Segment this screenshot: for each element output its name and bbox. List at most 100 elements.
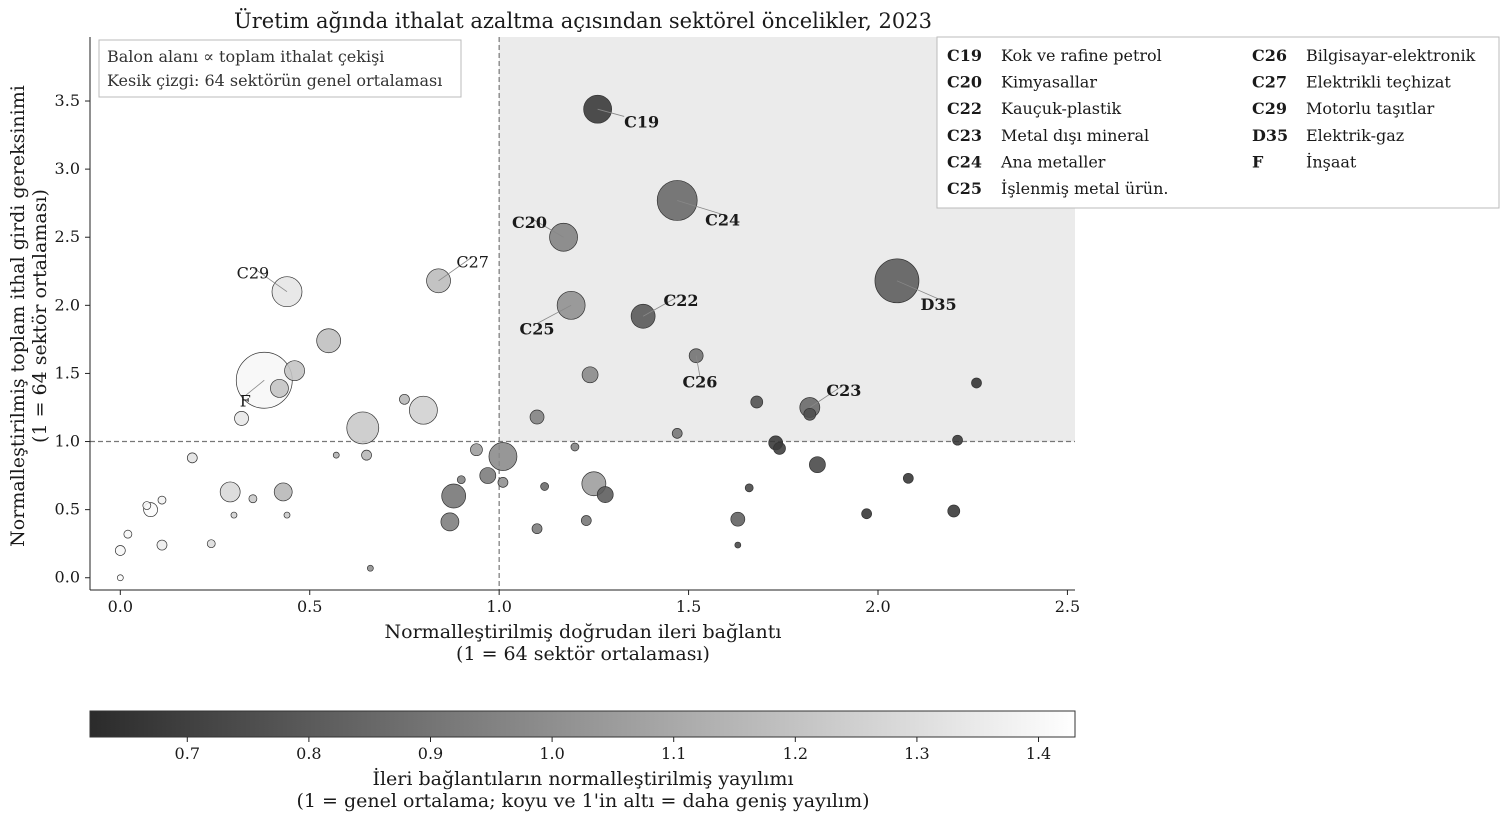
bubble [399, 393, 410, 405]
callout-label-d35: D35 [921, 295, 957, 314]
callout-label-c26: C26 [682, 373, 717, 392]
legend-code-c22: C22 [947, 99, 982, 118]
colorbar-gradient [89, 710, 1076, 738]
bubble [248, 494, 258, 504]
notes-box: Balon alanı ∝ toplam ithalat çekişi Kesi… [98, 39, 462, 98]
colorbar-tick-label: 0.8 [296, 744, 321, 763]
bubble [803, 407, 817, 421]
callout-label-c24: C24 [705, 211, 740, 230]
bubble [441, 483, 467, 509]
bubble [123, 529, 133, 539]
reference-lines [90, 37, 1075, 590]
callout-line-c19 [597, 108, 625, 117]
bubble [470, 443, 483, 457]
bubble [497, 477, 509, 488]
bubble [952, 434, 963, 446]
bubble [744, 483, 754, 493]
callout-layer: C19 C20 C24 D35 C22 C25 C26 C23 C29 C27 F [237, 108, 957, 411]
bubble [531, 523, 543, 535]
colorbar: 0.7 0.8 0.9 1.0 1.1 1.2 1.3 1.4 [89, 710, 1076, 763]
callout-label-c25: C25 [520, 319, 555, 338]
callout-label-f: F [240, 392, 251, 411]
bubble [316, 328, 342, 354]
chart-title: Üretim ağında ithalat azaltma açısından … [234, 8, 932, 33]
y-axis-label-sub: (1 = 64 sektör ortalaması) [29, 189, 51, 443]
callout-label-c27: C27 [456, 253, 489, 272]
legend-name-c22: Kauçuk-plastik [1001, 99, 1122, 118]
bubble [750, 395, 764, 409]
colorbar-tick-label: 0.9 [418, 744, 443, 763]
note-line-2: Kesik çizgi: 64 sektörün genel ortalamas… [107, 71, 442, 90]
bubble [773, 441, 786, 455]
y-tick-label: 2.0 [55, 295, 80, 314]
bubble [346, 411, 380, 445]
bubble [540, 482, 549, 491]
legend-name-c29: Motorlu taşıtlar [1306, 99, 1435, 118]
callout-line-c27 [438, 256, 473, 282]
legend-code-d35: D35 [1252, 126, 1288, 145]
callout-label-c23: C23 [826, 381, 861, 400]
colorbar-label-sub: (1 = genel ortalama; koyu ve 1'in altı =… [297, 790, 870, 812]
y-tick-label: 0.5 [55, 500, 80, 519]
bubble [142, 501, 152, 510]
bubble [580, 515, 592, 526]
bubble [861, 508, 872, 520]
callout-line-c26 [695, 355, 701, 377]
x-tick-label: 2.0 [865, 597, 890, 616]
callout-line-f [245, 379, 265, 396]
x-tick-label: 0.5 [297, 597, 322, 616]
bubble [440, 512, 460, 532]
legend-frame [936, 36, 1500, 209]
bubble [581, 366, 599, 384]
bubble [734, 541, 742, 549]
y-tick-label: 1.0 [55, 432, 80, 451]
legend: C19 Kok ve rafine petrol C20 Kimyasallar C22… [936, 36, 1500, 209]
bubble [361, 449, 372, 461]
bubble [596, 486, 614, 504]
callout-line-c23 [809, 384, 845, 408]
bubble [947, 504, 961, 518]
bubble [284, 360, 305, 382]
legend-code-c20: C20 [947, 73, 982, 92]
colorbar-tick-label: 1.4 [1026, 744, 1051, 763]
callout-label-c20: C20 [512, 213, 547, 232]
bubble [234, 411, 249, 426]
bubble [671, 428, 683, 439]
bubble [116, 574, 124, 582]
callout-line-c20 [529, 216, 564, 238]
colorbar-tick-label: 1.1 [661, 744, 686, 763]
bubble [902, 472, 914, 484]
colorbar-tick-label: 1.3 [904, 744, 929, 763]
legend-name-f: İnşaat [1306, 151, 1357, 171]
legend-name-c24: Ana metaller [1000, 152, 1106, 171]
bubble [186, 452, 198, 464]
legend-name-c26: Bilgisayar-elektronik [1306, 46, 1476, 65]
callout-line-c24 [677, 200, 723, 215]
bubble [273, 482, 293, 502]
bubble [809, 456, 826, 474]
bubble [570, 442, 580, 452]
legend-name-c20: Kimyasallar [1001, 73, 1097, 92]
colorbar-label: İleri bağlantıların normalleştirilmiş ya… [372, 767, 793, 790]
colorbar-tick-label: 0.7 [175, 744, 200, 763]
legend-name-c27: Elektrikli teçhizat [1306, 73, 1451, 92]
note-line-1: Balon alanı ∝ toplam ithalat çekişi [107, 47, 384, 66]
y-tick-label: 3.5 [55, 91, 80, 110]
x-tick-label: 1.5 [676, 597, 701, 616]
x-axis-label: Normalleştirilmiş doğrudan ileri bağlant… [385, 621, 782, 643]
y-tick-label: 0.0 [55, 568, 80, 587]
colorbar-tick-label: 1.0 [539, 744, 564, 763]
y-tick-label: 2.5 [55, 227, 80, 246]
callout-line-c29 [252, 267, 288, 293]
callout-line-c25 [536, 304, 572, 324]
callout-label-c29: C29 [237, 264, 270, 283]
x-tick-label: 0.0 [108, 597, 133, 616]
x-axis-label-sub: (1 = 64 sektör ortalaması) [456, 643, 710, 665]
callout-line-c22 [642, 294, 682, 317]
bubble [366, 564, 374, 572]
bubble [283, 511, 291, 519]
bubble [409, 395, 438, 425]
bubble [230, 511, 238, 519]
bubble [971, 377, 982, 389]
legend-code-c29: C29 [1252, 99, 1287, 118]
